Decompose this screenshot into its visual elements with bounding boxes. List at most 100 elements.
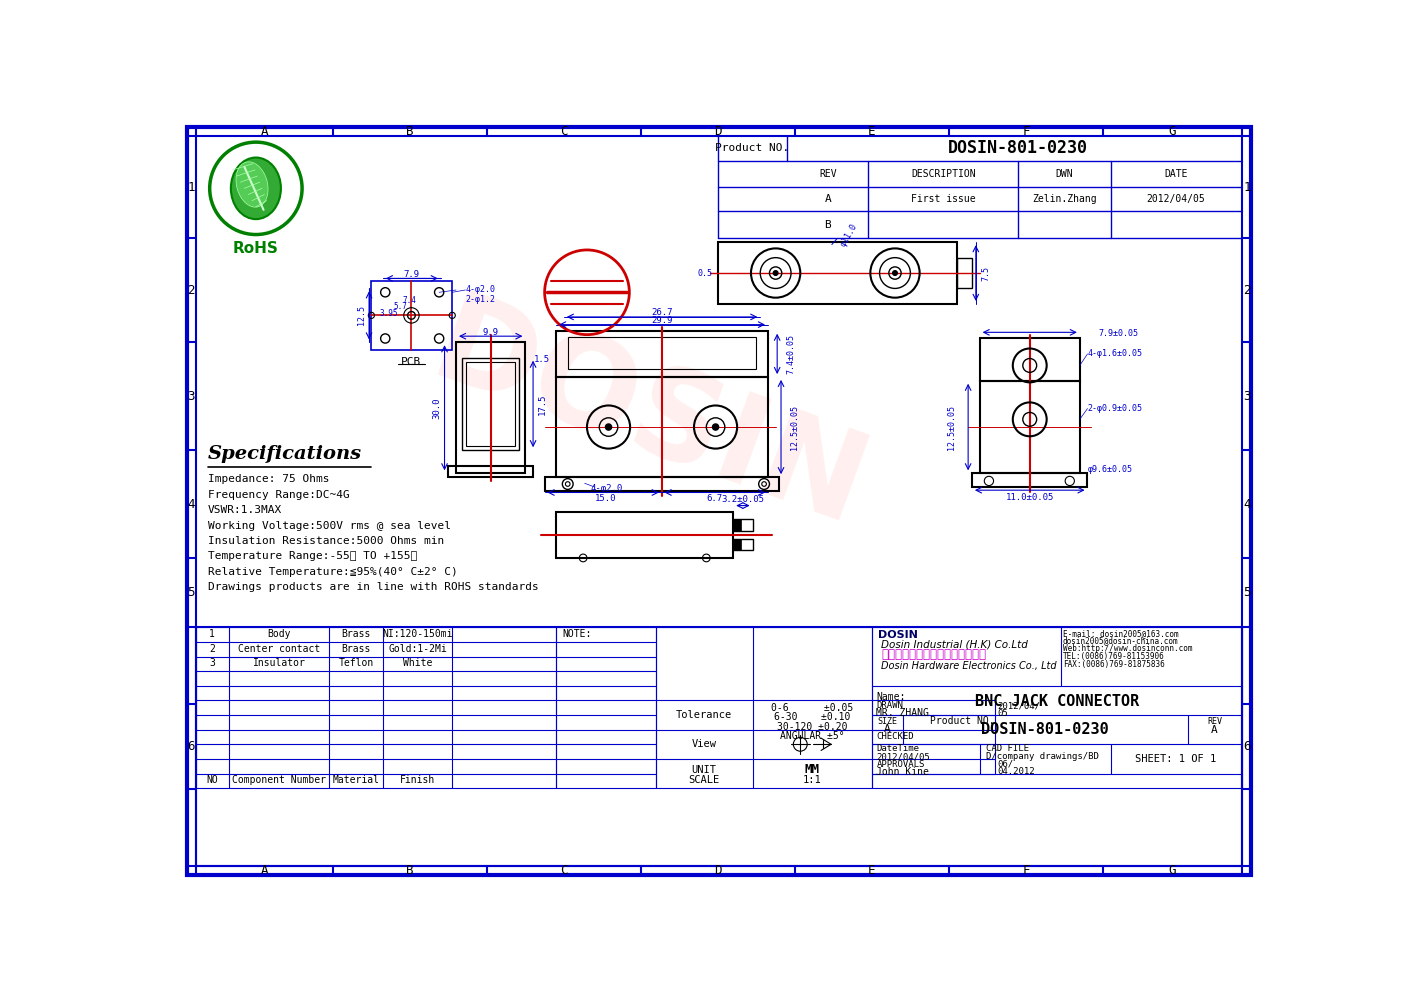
Text: E: E (868, 125, 875, 138)
Circle shape (713, 424, 718, 431)
Text: Finish: Finish (400, 776, 435, 786)
Text: 4-φ1.6±0.05: 4-φ1.6±0.05 (1087, 349, 1142, 358)
Text: 9.9: 9.9 (483, 327, 499, 337)
Ellipse shape (236, 162, 268, 207)
Text: 12.5: 12.5 (356, 306, 366, 325)
Text: A: A (1211, 725, 1218, 735)
Bar (372, 281, 452, 350)
Text: 2012/04/: 2012/04/ (998, 701, 1041, 710)
Text: 7.4±0.05: 7.4±0.05 (787, 334, 796, 374)
Text: Material: Material (333, 776, 379, 786)
Bar (449, 465, 533, 477)
Text: 15.0: 15.0 (595, 494, 616, 503)
Bar (196, 627, 1242, 866)
Text: 2-φ1.2: 2-φ1.2 (466, 296, 495, 305)
Text: 6: 6 (188, 740, 195, 753)
Text: View: View (692, 739, 717, 749)
Text: Teflon: Teflon (338, 659, 373, 669)
Text: First issue: First issue (911, 194, 976, 204)
Text: 06/: 06/ (998, 760, 1013, 769)
Bar (734, 520, 752, 531)
Text: 4-φ2.0: 4-φ2.0 (466, 286, 495, 295)
Text: F: F (1023, 125, 1030, 138)
Text: 5: 5 (188, 586, 195, 599)
Text: NI:120-150mi: NI:120-150mi (383, 629, 453, 639)
Bar (734, 539, 741, 551)
Text: John Kine: John Kine (877, 767, 929, 777)
Text: DOSIN-801-0230: DOSIN-801-0230 (948, 139, 1089, 158)
Text: 29.9: 29.9 (651, 315, 672, 324)
Bar (734, 520, 741, 531)
Text: 3: 3 (1243, 390, 1250, 403)
Text: Insulator: Insulator (253, 659, 306, 669)
Text: Insulation Resistance:5000 Ohms min: Insulation Resistance:5000 Ohms min (208, 536, 445, 546)
Bar (957, 258, 972, 289)
Bar (556, 377, 767, 477)
Text: Drawings products are in line with ROHS standards: Drawings products are in line with ROHS … (208, 582, 539, 592)
Text: D/company drawings/BD: D/company drawings/BD (986, 752, 1099, 761)
Text: 0.5: 0.5 (697, 269, 713, 278)
Text: 2: 2 (1243, 284, 1250, 297)
Text: 2012/04/05: 2012/04/05 (1146, 194, 1205, 204)
Text: 7.4: 7.4 (403, 297, 417, 306)
Text: DOSIN: DOSIN (878, 630, 918, 640)
Text: E: E (868, 864, 875, 877)
Text: 12.5±0.05: 12.5±0.05 (790, 405, 800, 449)
Text: 30-120 ±0.20: 30-120 ±0.20 (777, 721, 847, 731)
Text: MR. ZHANG: MR. ZHANG (877, 708, 929, 718)
Text: 6-30    ±0.10: 6-30 ±0.10 (773, 712, 850, 722)
Text: φ9.6±0.05: φ9.6±0.05 (1087, 465, 1132, 474)
Text: APPROVALS: APPROVALS (877, 760, 925, 769)
Text: 1: 1 (1243, 181, 1250, 193)
Text: Dosin Industrial (H.K) Co.Ltd: Dosin Industrial (H.K) Co.Ltd (881, 639, 1028, 649)
Circle shape (606, 424, 612, 431)
Text: A: A (825, 194, 832, 204)
Circle shape (209, 142, 302, 234)
Text: Product NO.: Product NO. (716, 143, 790, 154)
Bar (556, 330, 767, 377)
Text: 5: 5 (1243, 586, 1250, 599)
Text: MM: MM (804, 763, 819, 776)
Text: CHECKED: CHECKED (877, 732, 915, 741)
Text: 7.9±0.05: 7.9±0.05 (1099, 329, 1138, 338)
Text: 1: 1 (209, 629, 215, 639)
Text: PCB: PCB (401, 356, 421, 367)
Text: SHEET: 1 OF 1: SHEET: 1 OF 1 (1135, 754, 1216, 764)
Text: Brass: Brass (341, 644, 370, 654)
Text: 1: 1 (188, 181, 195, 193)
Bar (462, 358, 519, 450)
Text: 5.7: 5.7 (394, 302, 408, 310)
Text: SIZE: SIZE (877, 716, 898, 726)
Text: 2012/04/05: 2012/04/05 (877, 752, 930, 761)
Text: 7.5: 7.5 (981, 266, 991, 281)
Text: 12.5±0.05: 12.5±0.05 (947, 405, 955, 449)
Text: 2: 2 (188, 284, 195, 297)
Bar (979, 381, 1080, 473)
Text: 17.5: 17.5 (537, 393, 547, 415)
Text: 04.2012: 04.2012 (998, 768, 1035, 777)
Text: 7.9: 7.9 (403, 270, 419, 279)
Text: 1:1: 1:1 (803, 776, 821, 786)
Text: 1.5: 1.5 (535, 355, 550, 364)
Text: B: B (405, 125, 414, 138)
Text: A: A (261, 125, 268, 138)
Text: REV: REV (819, 169, 836, 179)
Text: SCALE: SCALE (689, 776, 720, 786)
Text: 6.7: 6.7 (707, 494, 723, 503)
Text: VSWR:1.3MAX: VSWR:1.3MAX (208, 505, 282, 515)
Text: Relative Temperature:≦95%(40° C±2° C): Relative Temperature:≦95%(40° C±2° C) (208, 566, 457, 576)
Text: Working Voltage:500V rms @ sea level: Working Voltage:500V rms @ sea level (208, 521, 452, 531)
Text: D: D (714, 864, 721, 877)
Text: B: B (825, 219, 832, 229)
Circle shape (892, 271, 898, 276)
Bar (556, 512, 734, 558)
Ellipse shape (231, 158, 281, 219)
Text: TEL:(0086)769-81153906: TEL:(0086)769-81153906 (1063, 652, 1164, 661)
Text: Dosin Hardware Electronics Co., Ltd: Dosin Hardware Electronics Co., Ltd (881, 661, 1056, 671)
Text: DATE: DATE (1164, 169, 1188, 179)
Text: Web:http://www.dosinconn.com: Web:http://www.dosinconn.com (1063, 644, 1193, 654)
Text: F: F (1023, 864, 1030, 877)
Text: φ11.0: φ11.0 (839, 221, 859, 248)
Text: RoHS: RoHS (233, 241, 279, 256)
Text: Component Number: Component Number (231, 776, 325, 786)
